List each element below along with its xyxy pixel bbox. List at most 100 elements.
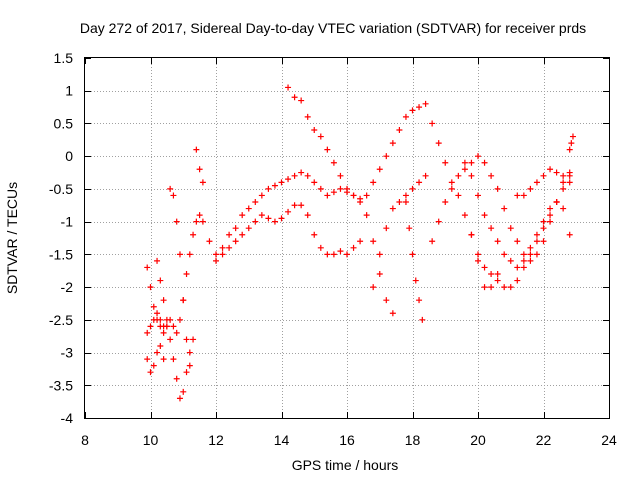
data-point [533,251,540,258]
data-point [311,231,318,238]
data-point [547,218,554,225]
data-point [370,238,377,245]
series-arc6 [193,146,206,186]
data-point [533,238,540,245]
data-point [304,212,311,219]
series-arc17 [566,133,576,153]
data-point [520,251,527,258]
data-point [553,169,560,176]
data-point [160,329,167,336]
data-point [311,179,318,186]
data-point [461,212,468,219]
data-point [488,284,495,291]
data-point [494,185,501,192]
axis-ticks [85,58,610,419]
data-point [196,212,203,219]
data-point [213,257,219,264]
data-point [448,179,455,186]
data-point [190,336,197,343]
data-point [239,212,246,219]
data-point [540,238,547,245]
data-point [481,284,488,291]
data-point [252,218,259,225]
data-point [317,133,324,140]
data-point [357,199,364,205]
data-point [278,179,285,186]
data-point [560,172,567,179]
data-point [402,113,409,120]
series-arc12 [422,100,573,291]
data-point [163,323,170,330]
data-point [317,244,324,251]
data-point [501,251,508,258]
x-tick-label: 14 [274,432,290,448]
series-arc15 [468,231,501,291]
data-point [157,343,164,349]
data-point [514,277,521,284]
data-point [520,257,527,264]
data-point [291,94,298,101]
data-point [298,97,305,104]
data-point [330,189,337,196]
data-point [520,192,527,199]
data-point [455,192,462,199]
data-point [396,127,403,133]
data-point [383,297,390,304]
data-point [330,251,337,258]
data-point [154,310,161,317]
y-tick-label: 1 [65,83,73,99]
y-tick-label: -0.5 [49,181,73,197]
data-point [455,172,462,179]
data-point [566,179,573,186]
data-point [357,238,364,245]
x-tick-label: 22 [536,432,552,448]
data-point [416,179,423,186]
data-point [566,231,573,238]
series-arc9 [285,84,396,317]
data-point [147,284,154,291]
data-point [285,176,292,183]
data-point [409,107,416,114]
data-point [370,284,377,291]
data-point [304,113,311,120]
data-point [167,336,174,343]
data-point [180,297,187,304]
data-point [186,251,193,258]
data-point [475,153,481,160]
data-point [533,231,540,238]
x-tick-label: 20 [470,432,486,448]
data-point [344,185,350,192]
series-arc10 [370,172,429,291]
data-point [409,185,416,192]
data-point [376,251,383,258]
data-point [337,172,344,179]
data-point [501,284,508,291]
data-point [429,238,436,245]
y-axis-label: SDTVAR / TECUs [4,182,20,294]
y-tick-label: -1 [61,214,74,230]
data-point [363,192,370,199]
data-point [494,277,501,284]
series-arc5 [167,185,193,369]
data-point [569,133,576,140]
data-point [298,202,305,209]
data-point [507,225,514,232]
data-point [183,271,190,277]
data-point [154,257,161,264]
data-point [540,225,547,232]
data-point [461,159,468,166]
y-tick-label: -2.5 [49,312,73,328]
y-tick-label: -4 [61,410,74,426]
data-points [144,84,576,402]
data-point [176,395,183,402]
data-point [183,336,190,343]
data-point [488,172,495,179]
data-point [176,251,183,258]
data-point [376,271,383,277]
data-point [265,185,272,192]
data-point [157,277,164,284]
data-point [448,185,455,192]
data-point [520,264,527,271]
data-point [157,316,164,323]
data-point [278,215,285,222]
